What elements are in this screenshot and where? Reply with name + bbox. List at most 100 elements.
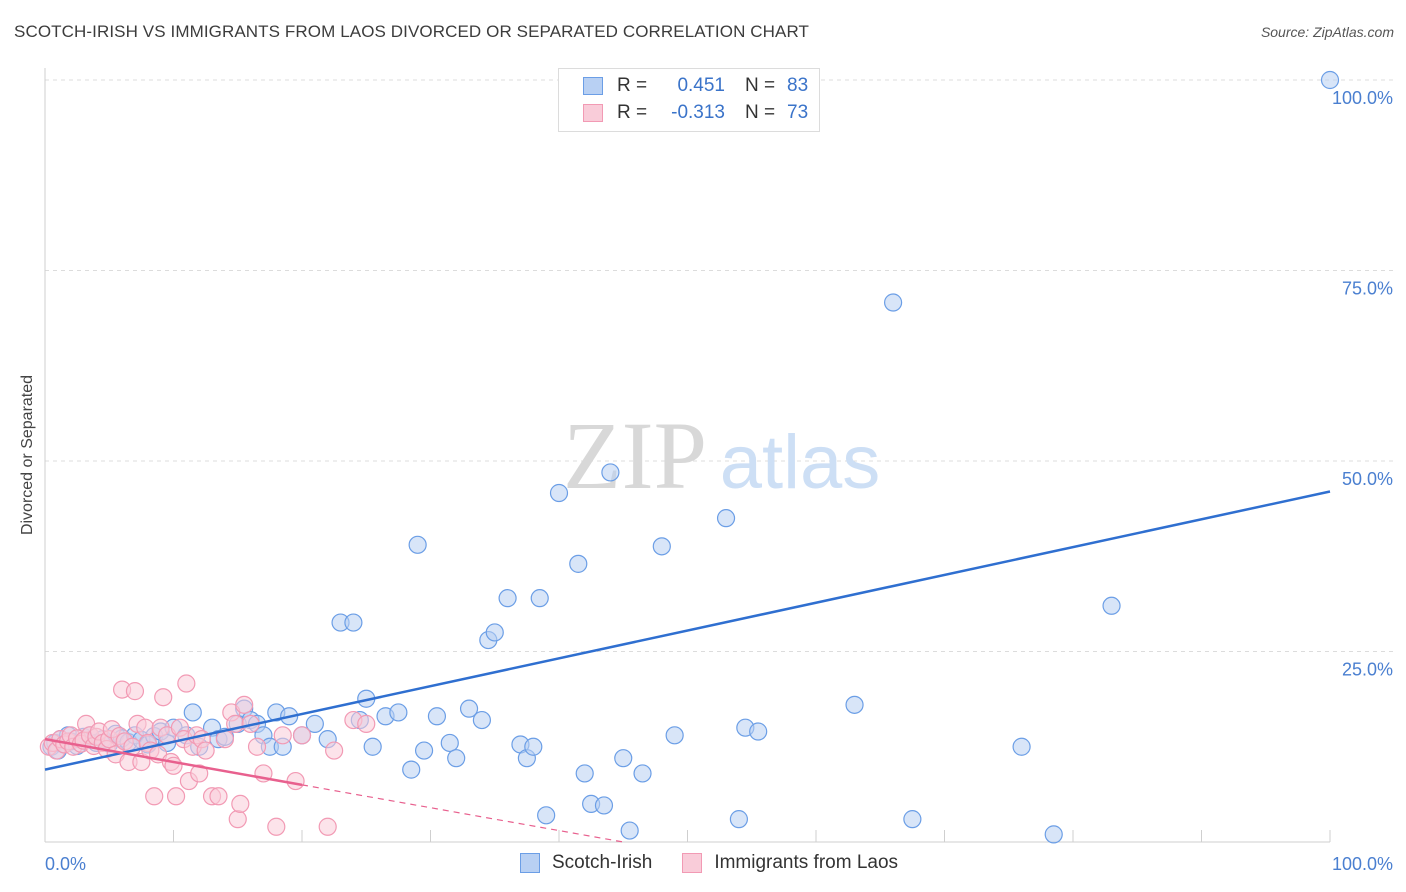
data-point — [190, 764, 209, 783]
chart-title: SCOTCH-IRISH VS IMMIGRANTS FROM LAOS DIV… — [14, 22, 810, 41]
data-point — [247, 737, 267, 756]
legend-swatch-laos — [583, 104, 603, 122]
data-point — [183, 703, 202, 722]
data-point — [402, 760, 421, 779]
data-point — [427, 707, 447, 726]
data-point — [231, 794, 250, 814]
legend-n-label: N = — [745, 75, 776, 96]
data-point — [485, 623, 504, 642]
legend-swatch-scotch-irish — [520, 853, 540, 873]
data-point — [569, 554, 588, 573]
data-point — [447, 749, 466, 768]
data-point — [363, 737, 382, 756]
data-point — [414, 741, 434, 760]
trend-line — [44, 737, 303, 787]
x-tick-labels: 0.0% 100.0% — [45, 854, 1393, 874]
data-point — [209, 787, 228, 806]
data-point — [125, 682, 145, 701]
data-point — [633, 764, 652, 783]
data-point — [472, 710, 491, 730]
data-point — [1320, 70, 1340, 90]
data-point — [601, 463, 620, 482]
watermark: ZIP atlas — [563, 402, 880, 509]
data-point — [1102, 596, 1121, 615]
legend-label-laos: Immigrants from Laos — [714, 852, 899, 873]
legend-n-value: 83 — [787, 75, 809, 96]
data-point — [166, 787, 186, 806]
data-point — [408, 535, 427, 554]
trend-line — [44, 490, 1331, 771]
data-point — [1044, 825, 1063, 844]
data-point — [196, 741, 215, 760]
data-point — [318, 817, 337, 836]
data-point — [292, 726, 312, 745]
data-point — [729, 810, 749, 829]
data-point — [235, 695, 254, 714]
data-point — [286, 771, 305, 791]
data-point — [357, 714, 376, 733]
data-point — [305, 714, 324, 733]
legend-r-label: R = — [617, 102, 648, 123]
data-point — [273, 726, 292, 745]
watermark-atlas: atlas — [720, 420, 881, 505]
axes — [44, 68, 1331, 843]
data-point — [228, 810, 247, 829]
legend-n-value: 73 — [787, 102, 809, 123]
stats-legend: R = 0.451 N = 83 R = -0.313 N = 73 — [558, 68, 820, 132]
legend-item-scotch-irish[interactable]: Scotch-Irish — [520, 852, 652, 874]
data-point — [903, 810, 922, 829]
data-point — [145, 787, 164, 806]
watermark-zip: ZIP — [563, 402, 707, 509]
y-axis-label: Divorced or Separated — [19, 375, 36, 535]
data-point — [537, 806, 556, 825]
data-point — [652, 537, 671, 556]
data-point — [549, 483, 569, 503]
y-tick-label: 50.0% — [1342, 469, 1393, 489]
data-point — [749, 722, 768, 741]
series-legend: Scotch-Irish Immigrants from Laos — [520, 852, 928, 874]
legend-row-laos: R = -0.313 N = 73 — [583, 100, 808, 126]
data-point — [594, 796, 614, 815]
data-point — [459, 699, 479, 718]
data-point — [440, 733, 459, 753]
data-point — [530, 589, 549, 608]
legend-swatch-scotch-irish — [583, 77, 603, 95]
y-tick-labels: 100.0% 75.0% 50.0% 25.0% — [1332, 88, 1393, 680]
data-point — [267, 817, 286, 836]
x-tick-label: 0.0% — [45, 854, 86, 874]
data-point — [524, 737, 543, 756]
legend-row-scotch-irish: R = 0.451 N = 83 — [583, 73, 808, 99]
data-point — [883, 293, 903, 312]
data-point — [325, 741, 344, 760]
trend-line-extension — [301, 784, 624, 843]
legend-item-laos[interactable]: Immigrants from Laos — [682, 852, 898, 874]
data-point — [665, 726, 684, 745]
grid-lines — [45, 79, 1395, 652]
data-point — [575, 764, 594, 783]
data-point — [620, 821, 639, 840]
legend-n-label: N = — [745, 102, 776, 123]
trend-lines — [44, 490, 1331, 843]
legend-label-scotch-irish: Scotch-Irish — [552, 852, 653, 873]
legend-r-value: -0.313 — [671, 102, 725, 123]
y-tick-label: 100.0% — [1332, 88, 1393, 108]
data-point — [498, 589, 517, 608]
x-tick-label: 100.0% — [1332, 854, 1393, 874]
data-point — [845, 695, 864, 714]
legend-swatch-laos — [682, 853, 703, 873]
data-point — [154, 688, 173, 707]
data-point — [716, 509, 736, 528]
data-point — [614, 749, 633, 768]
series-laos-points — [39, 674, 376, 836]
legend-r-value: 0.451 — [677, 75, 725, 96]
y-tick-label: 25.0% — [1342, 660, 1393, 680]
data-point — [344, 613, 363, 632]
data-point — [389, 703, 408, 722]
y-tick-label: 75.0% — [1342, 279, 1393, 299]
data-point — [177, 674, 196, 693]
legend-r-label: R = — [617, 75, 648, 96]
data-point — [1012, 737, 1031, 756]
data-point — [136, 718, 155, 737]
source-note: Source: ZipAtlas.com — [1260, 24, 1394, 40]
